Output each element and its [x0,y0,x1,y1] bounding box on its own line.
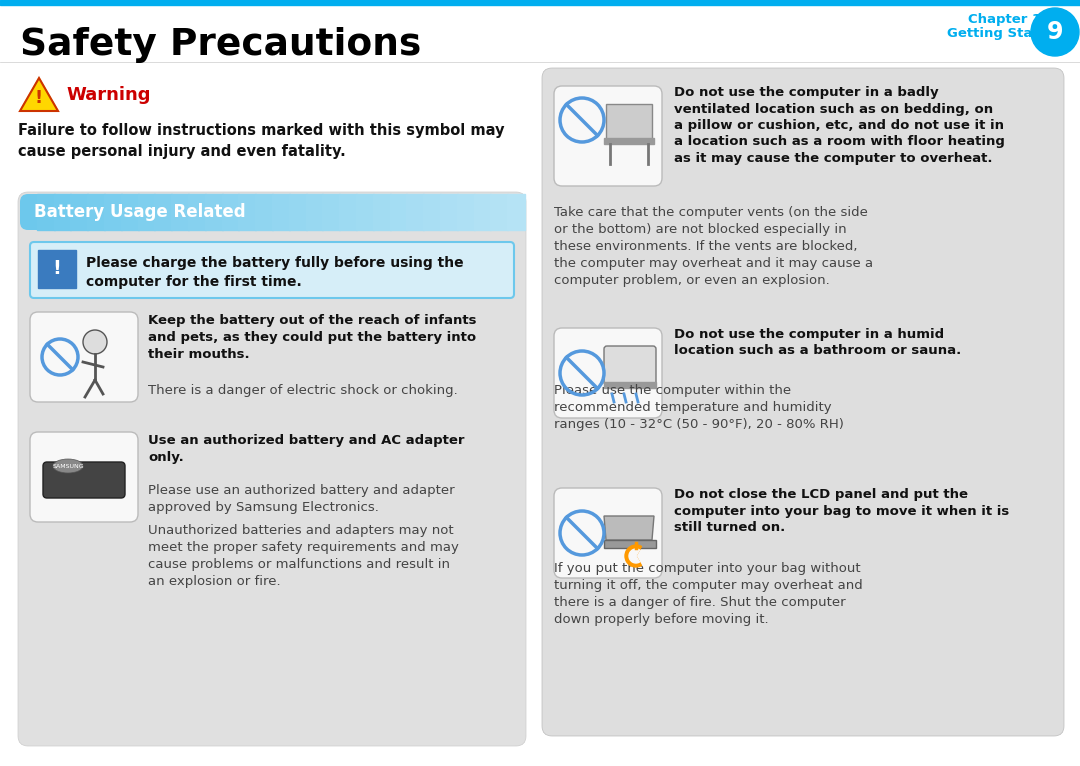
Bar [239,194,256,230]
FancyBboxPatch shape [18,192,526,746]
Bar [154,194,172,230]
Text: Do not close the LCD panel and put the
computer into your bag to move it when it: Do not close the LCD panel and put the c… [674,488,1009,534]
Bar [373,194,391,230]
Bar [255,194,273,230]
Text: Getting Started: Getting Started [947,28,1064,41]
Bar [38,250,76,288]
Ellipse shape [53,459,83,473]
Text: Please use an authorized battery and adapter
approved by Samsung Electronics.: Please use an authorized battery and ada… [148,484,455,514]
Text: Keep the battery out of the reach of infants
and pets, as they could put the bat: Keep the battery out of the reach of inf… [148,314,476,361]
Text: Do not use the computer in a humid
location such as a bathroom or sauna.: Do not use the computer in a humid locat… [674,328,961,358]
Text: Failure to follow instructions marked with this symbol may
cause personal injury: Failure to follow instructions marked wi… [18,123,504,159]
Bar [272,194,289,230]
FancyBboxPatch shape [30,312,138,402]
Text: There is a danger of electric shock or choking.: There is a danger of electric shock or c… [148,384,458,397]
Bar [137,194,156,230]
Bar [356,194,374,230]
Bar [104,194,122,230]
Bar [474,194,491,230]
Text: Safety Precautions: Safety Precautions [21,27,421,63]
Bar [406,194,424,230]
Circle shape [83,330,107,354]
Bar [205,194,222,230]
Bar [457,194,474,230]
FancyBboxPatch shape [30,432,138,522]
Wedge shape [629,549,639,563]
Circle shape [1031,8,1079,56]
Bar [221,194,240,230]
Bar [0,0,1080,5]
FancyBboxPatch shape [30,242,514,298]
Bar [440,194,458,230]
FancyBboxPatch shape [554,488,662,578]
Bar [323,194,340,230]
Bar [87,194,105,230]
Text: Warning: Warning [66,86,150,103]
Polygon shape [21,78,58,111]
Text: Unauthorized batteries and adapters may not
meet the proper safety requirements : Unauthorized batteries and adapters may … [148,524,459,588]
Bar [306,194,323,230]
Bar [54,194,71,230]
Text: SAMSUNG: SAMSUNG [52,463,84,469]
Text: Battery Usage Related: Battery Usage Related [33,203,245,221]
Text: !: ! [35,90,43,107]
Bar [288,194,307,230]
FancyBboxPatch shape [554,328,662,418]
Bar [606,104,652,140]
Bar [604,138,654,144]
Bar [604,382,656,388]
Text: Chapter 1: Chapter 1 [969,14,1041,27]
Text: Please use the computer within the
recommended temperature and humidity
ranges (: Please use the computer within the recom… [554,384,843,431]
Bar [390,194,407,230]
Bar [188,194,206,230]
Text: 9: 9 [1047,20,1063,44]
Text: Please charge the battery fully before using the
computer for the first time.: Please charge the battery fully before u… [86,256,463,289]
FancyBboxPatch shape [554,86,662,186]
Polygon shape [604,516,654,540]
Bar [339,194,357,230]
Text: !: ! [53,260,62,279]
Bar [37,194,55,230]
FancyBboxPatch shape [43,462,125,498]
Bar [172,194,189,230]
FancyBboxPatch shape [604,346,656,385]
Bar [490,194,509,230]
Bar [604,540,656,548]
Bar [70,194,89,230]
Bar [423,194,441,230]
FancyBboxPatch shape [21,194,524,230]
Text: If you put the computer into your bag without
turning it off, the computer may o: If you put the computer into your bag wi… [554,562,863,626]
Text: Take care that the computer vents (on the side
or the bottom) are not blocked es: Take care that the computer vents (on th… [554,206,873,287]
Bar [121,194,138,230]
Bar [508,194,525,230]
Text: Do not use the computer in a badly
ventilated location such as on bedding, on
a : Do not use the computer in a badly venti… [674,86,1004,165]
Text: Use an authorized battery and AC adapter
only.: Use an authorized battery and AC adapter… [148,434,464,464]
FancyBboxPatch shape [542,68,1064,736]
Wedge shape [625,545,642,567]
